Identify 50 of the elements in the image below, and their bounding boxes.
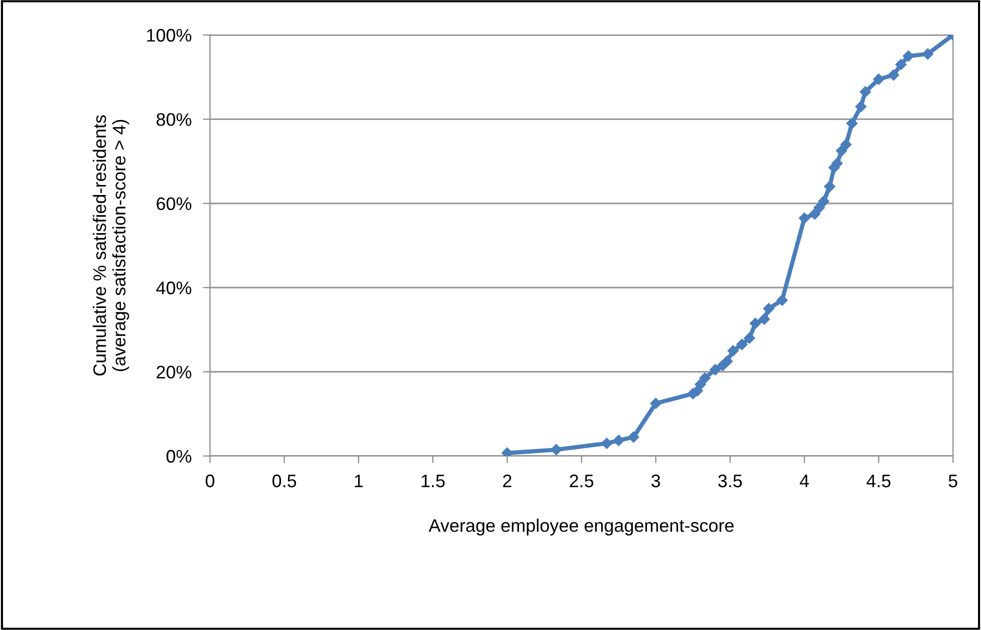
point bbox=[744, 332, 756, 344]
x-tick-label: 0.5 bbox=[272, 474, 296, 488]
point bbox=[836, 145, 848, 156]
x-axis-title: Average employee engagement-score bbox=[428, 518, 734, 536]
x-tick-label: 5 bbox=[948, 474, 958, 488]
point bbox=[699, 372, 710, 384]
point bbox=[613, 434, 624, 446]
point bbox=[628, 431, 640, 443]
point bbox=[809, 208, 820, 220]
point bbox=[758, 314, 770, 325]
point bbox=[860, 86, 871, 98]
point bbox=[846, 118, 858, 130]
y-tick-label: 60% bbox=[156, 197, 192, 210]
x-tick-label: 0 bbox=[206, 474, 214, 488]
point bbox=[855, 100, 866, 112]
x-tick-label: 1 bbox=[354, 474, 363, 488]
point bbox=[895, 58, 907, 70]
y-tick-label: 40% bbox=[156, 282, 192, 294]
x-tick-label: 4.5 bbox=[866, 474, 890, 488]
x-tick-label: 2.5 bbox=[570, 474, 594, 488]
y-tick-label: 20% bbox=[156, 366, 192, 379]
point bbox=[814, 202, 825, 214]
point bbox=[902, 50, 914, 62]
point bbox=[750, 318, 761, 329]
point bbox=[818, 196, 830, 207]
point bbox=[888, 69, 900, 81]
point bbox=[727, 345, 739, 356]
point bbox=[840, 138, 852, 150]
y-axis-title: Cumulative % satisfied-residents (average satisfaction-score > 4) bbox=[92, 115, 130, 376]
point bbox=[601, 438, 612, 449]
point bbox=[710, 364, 721, 376]
point bbox=[694, 378, 706, 390]
x-tick-label: 4 bbox=[800, 474, 809, 488]
point bbox=[776, 294, 788, 306]
point bbox=[922, 48, 934, 60]
point bbox=[798, 212, 810, 224]
point bbox=[763, 303, 774, 314]
point bbox=[650, 398, 662, 409]
point bbox=[550, 444, 562, 456]
y-tick-label: 0% bbox=[166, 450, 192, 463]
point bbox=[722, 356, 733, 367]
y-tick-label: 80% bbox=[156, 113, 192, 126]
x-tick-label: 1.5 bbox=[422, 474, 445, 488]
point bbox=[736, 338, 748, 350]
point bbox=[824, 180, 836, 192]
x-tick-label: 3 bbox=[651, 474, 660, 488]
x-tick-label: 2 bbox=[503, 474, 512, 488]
x-tick-label: 3.5 bbox=[718, 474, 742, 488]
y-tick-label: 100% bbox=[147, 28, 192, 42]
point bbox=[873, 74, 884, 85]
